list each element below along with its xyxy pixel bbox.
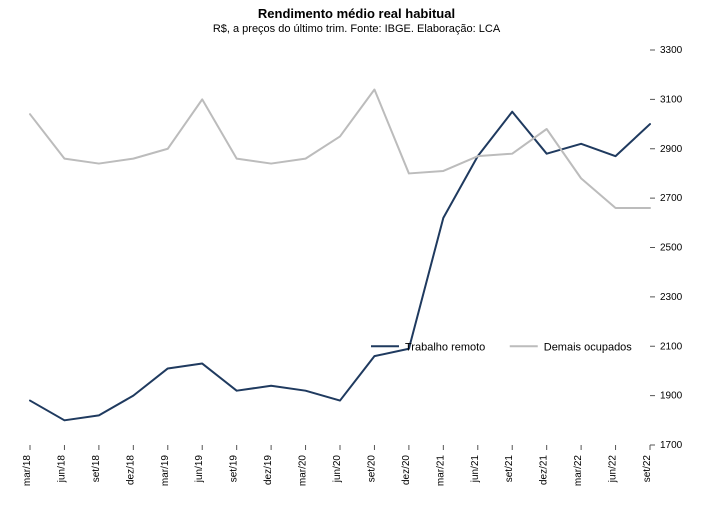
svg-text:set/18: set/18 [91, 455, 102, 483]
svg-text:2500: 2500 [660, 243, 683, 254]
svg-text:jun/20: jun/20 [332, 455, 343, 484]
chart-svg: 1700 1900 2100 2300 2500 2700 2900 3100 3300 mar/… [0, 0, 713, 512]
svg-text:mar/22: mar/22 [573, 455, 584, 487]
svg-text:mar/18: mar/18 [22, 455, 33, 487]
svg-text:set/19: set/19 [229, 455, 240, 483]
svg-text:Demais ocupados: Demais ocupados [544, 341, 633, 353]
svg-text:dez/19: dez/19 [263, 455, 274, 485]
svg-text:mar/19: mar/19 [160, 455, 171, 487]
svg-text:set/22: set/22 [642, 455, 653, 483]
svg-text:2900: 2900 [660, 144, 683, 155]
svg-text:dez/20: dez/20 [401, 455, 412, 485]
chart-title: Rendimento médio real habitual [0, 6, 713, 21]
svg-text:3300: 3300 [660, 45, 683, 56]
svg-text:1900: 1900 [660, 391, 683, 402]
svg-text:2700: 2700 [660, 193, 683, 204]
svg-text:1700: 1700 [660, 440, 683, 451]
svg-text:dez/21: dez/21 [539, 455, 550, 485]
svg-text:mar/20: mar/20 [298, 455, 309, 487]
svg-text:jun/22: jun/22 [608, 455, 619, 484]
svg-text:set/20: set/20 [366, 455, 377, 483]
chart-container: Rendimento médio real habitual R$, a pre… [0, 0, 713, 512]
svg-text:dez/18: dez/18 [125, 455, 136, 485]
svg-text:jun/18: jun/18 [56, 455, 67, 484]
svg-text:2100: 2100 [660, 341, 683, 352]
svg-text:jun/21: jun/21 [470, 455, 481, 484]
svg-text:set/21: set/21 [504, 455, 515, 483]
chart-subtitle: R$, a preços do último trim. Fonte: IBGE… [0, 23, 713, 35]
svg-text:jun/19: jun/19 [194, 455, 205, 484]
svg-text:2300: 2300 [660, 292, 683, 303]
svg-text:mar/21: mar/21 [435, 455, 446, 487]
svg-text:Trabalho remoto: Trabalho remoto [405, 341, 485, 353]
svg-text:3100: 3100 [660, 94, 683, 105]
